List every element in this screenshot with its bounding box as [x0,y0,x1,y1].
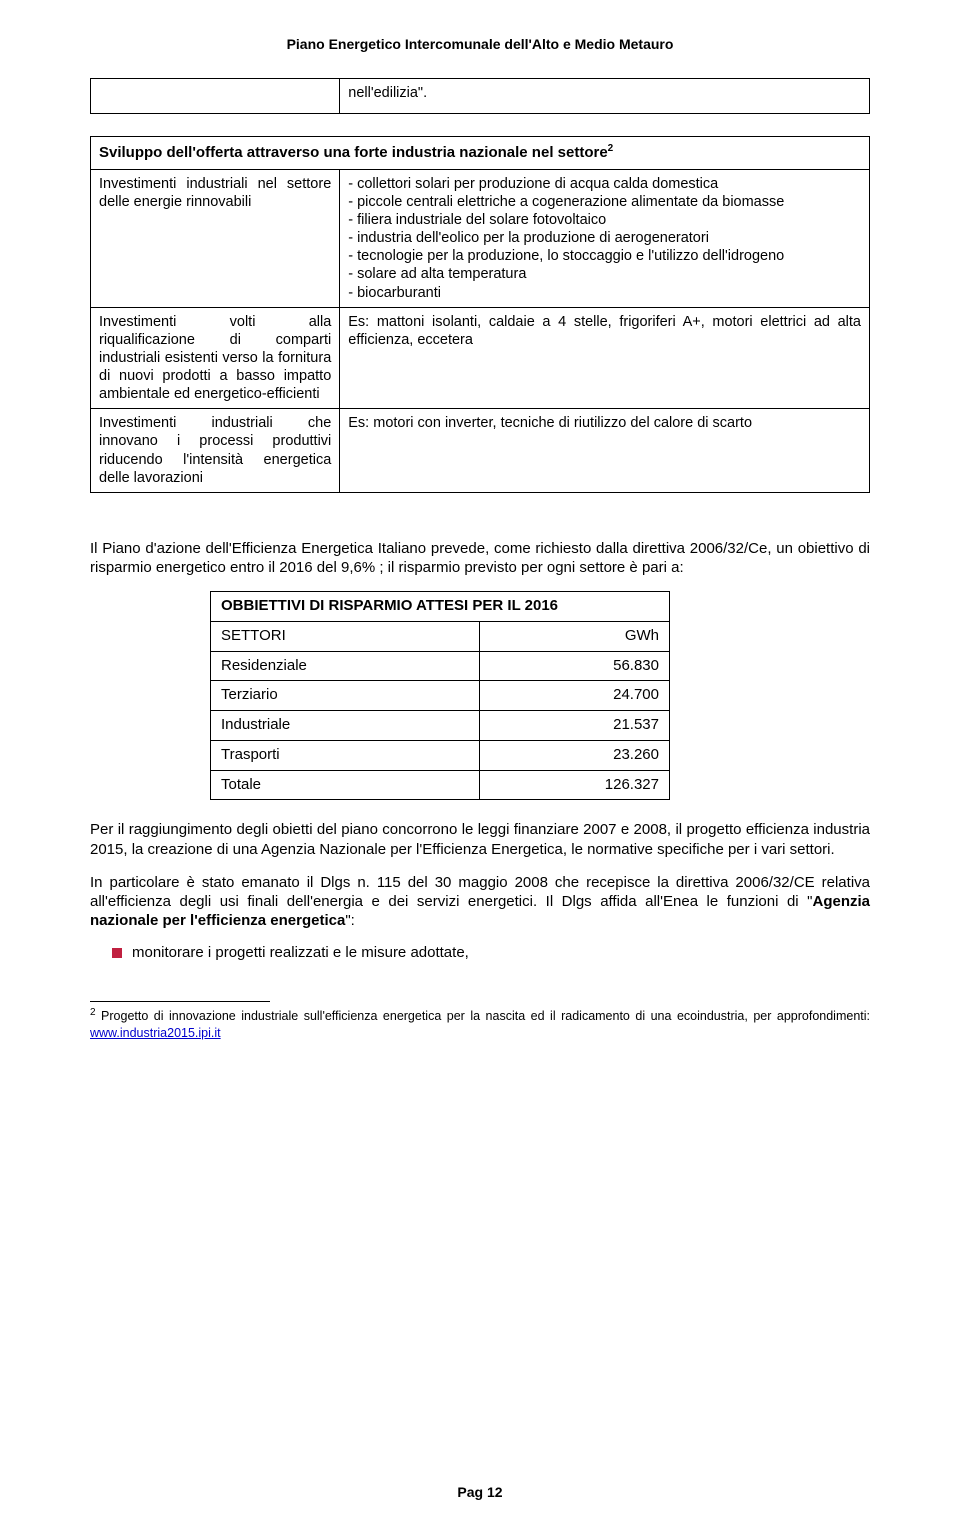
bullet-square-icon [112,948,122,958]
footnote-link[interactable]: www.industria2015.ipi.it [90,1026,221,1040]
top-empty-cell [91,79,340,114]
savings-r1c2: 56.830 [480,651,670,681]
row1-right: - collettori solari per produzione di ac… [340,169,870,307]
savings-col2-header: GWh [480,621,670,651]
paragraph-3c: ": [345,912,355,929]
savings-r4c1: Trasporti [211,740,480,770]
top-text-cell: nell'edilizia". [340,79,870,114]
savings-r4c2: 23.260 [480,740,670,770]
top-small-table: nell'edilizia". [90,78,870,114]
section-title-cell: Sviluppo dell'offerta attraverso una for… [91,137,870,170]
savings-r3c2: 21.537 [480,711,670,741]
main-table: Sviluppo dell'offerta attraverso una for… [90,136,870,493]
bullet-text-1: monitorare i progetti realizzati e le mi… [132,944,469,961]
bullet-item-1: monitorare i progetti realizzati e le mi… [112,944,870,961]
footnote-text-a: Progetto di innovazione industriale sull… [96,1009,870,1023]
section-title-text: Sviluppo dell'offerta attraverso una for… [99,144,608,161]
row3-right: Es: motori con inverter, tecniche di riu… [340,409,870,493]
footnote: 2 Progetto di innovazione industriale su… [90,1006,870,1042]
savings-r2c1: Terziario [211,681,480,711]
paragraph-1: Il Piano d'azione dell'Efficienza Energe… [90,539,870,577]
savings-r2c2: 24.700 [480,681,670,711]
savings-table: OBBIETTIVI DI RISPARMIO ATTESI PER IL 20… [210,591,670,800]
page-footer: Pag 12 [0,1484,960,1500]
savings-header: OBBIETTIVI DI RISPARMIO ATTESI PER IL 20… [211,592,670,622]
savings-r5c1: Totale [211,770,480,800]
row1-left: Investimenti industriali nel settore del… [91,169,340,307]
paragraph-3: In particolare è stato emanato il Dlgs n… [90,873,870,931]
row2-left: Investimenti volti alla riqualificazione… [91,307,340,409]
savings-r5c2: 126.327 [480,770,670,800]
paragraph-2: Per il raggiungimento degli obietti del … [90,820,870,858]
section-title-sup: 2 [608,143,614,154]
savings-r1c1: Residenziale [211,651,480,681]
row2-right: Es: mattoni isolanti, caldaie a 4 stelle… [340,307,870,409]
savings-r3c1: Industriale [211,711,480,741]
paragraph-3a: In particolare è stato emanato il Dlgs n… [90,874,870,910]
footnote-rule [90,1001,270,1002]
row3-left: Investimenti industriali che innovano i … [91,409,340,493]
savings-col1-header: SETTORI [211,621,480,651]
page-header: Piano Energetico Intercomunale dell'Alto… [90,36,870,52]
